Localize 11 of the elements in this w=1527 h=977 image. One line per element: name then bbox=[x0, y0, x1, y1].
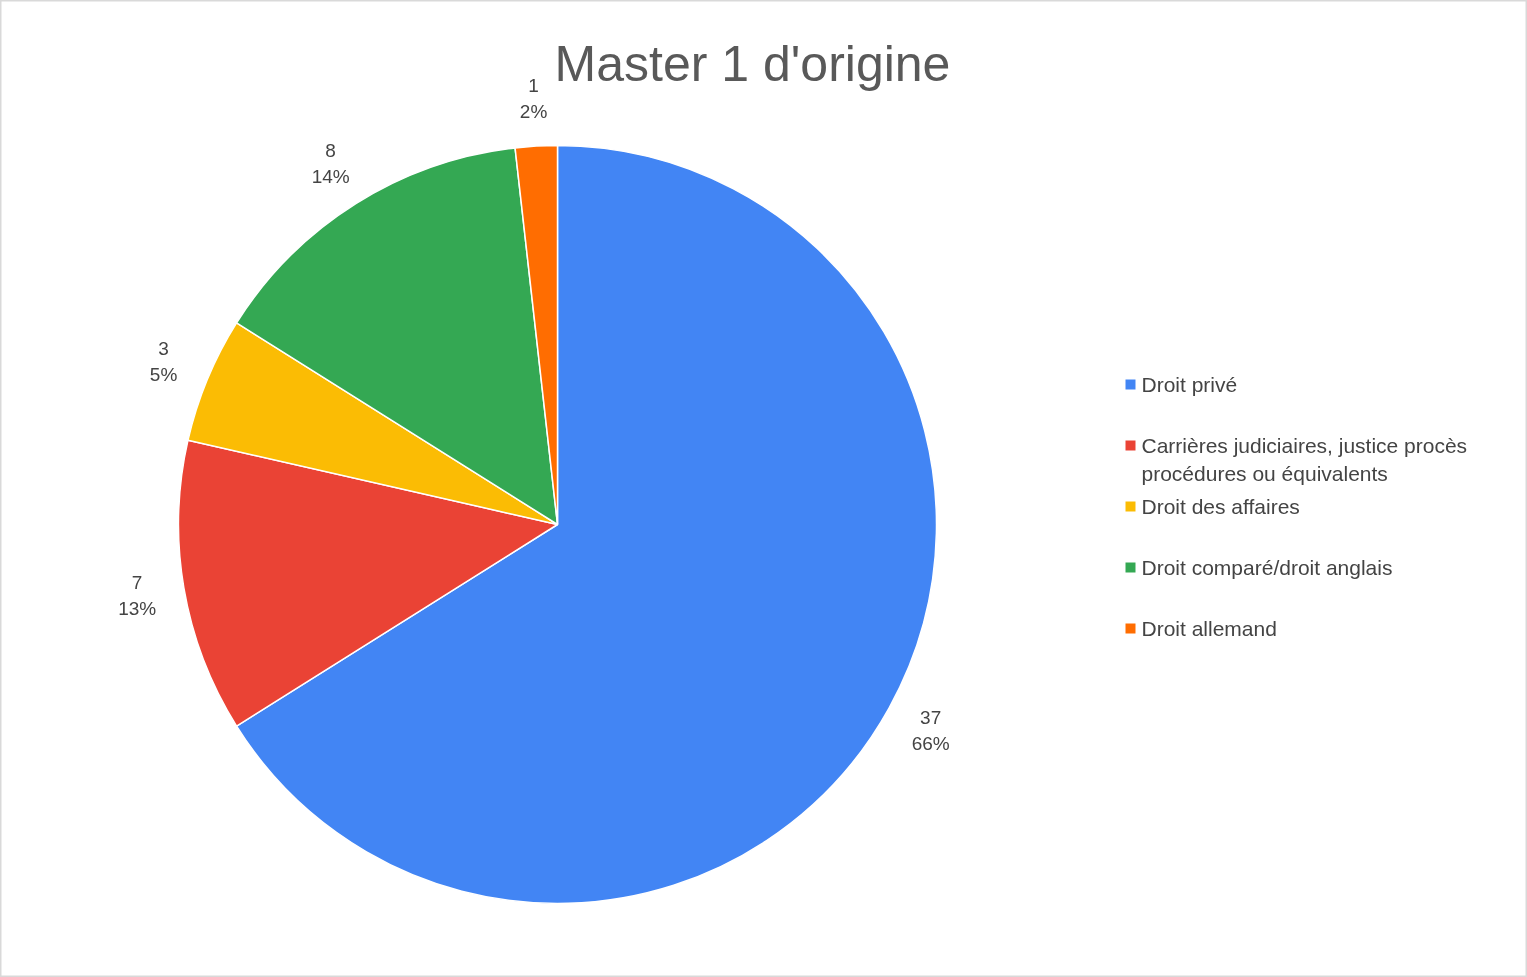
data-label: 37 66% bbox=[911, 707, 950, 755]
legend-label: Droit privé bbox=[1141, 373, 1238, 396]
data-label: 1 2% bbox=[519, 75, 548, 123]
legend-label: Droit allemand bbox=[1141, 617, 1277, 640]
data-label: 3 5% bbox=[149, 337, 178, 385]
legend-label: Droit des affaires bbox=[1141, 495, 1300, 518]
legend-label: Droit comparé/droit anglais bbox=[1141, 556, 1393, 579]
data-label: 7 13% bbox=[118, 572, 157, 620]
legend-label: Carrières judiciaires, justice procès procédures ou équivalents bbox=[1141, 434, 1468, 485]
data-label: 8 14% bbox=[311, 139, 350, 187]
chart-title: Master 1 d'origine bbox=[554, 35, 951, 92]
